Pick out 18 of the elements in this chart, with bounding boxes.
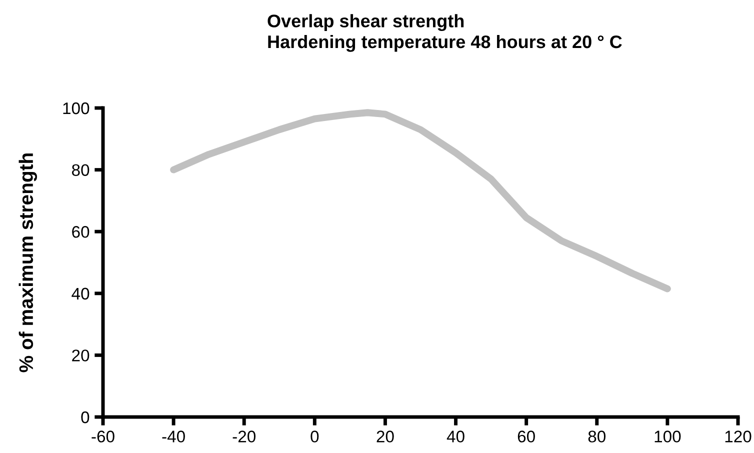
x-tick-label: 100 bbox=[654, 430, 681, 442]
y-tick-label: 60 bbox=[72, 226, 90, 238]
chart-title: Overlap shear strength Hardening temperature 48 hours at 20 ° C bbox=[268, 14, 622, 52]
x-tick-label: -20 bbox=[232, 430, 256, 442]
x-tick-label: 80 bbox=[588, 430, 606, 442]
y-tick-label: 80 bbox=[72, 164, 90, 176]
y-tick-label: 20 bbox=[72, 350, 90, 362]
x-tick-label: -60 bbox=[92, 430, 114, 442]
x-tick-label: -40 bbox=[162, 430, 185, 442]
y-axis-title: % of maximum strength bbox=[18, 154, 37, 372]
y-tick-label: 40 bbox=[72, 288, 90, 300]
y-tick-label: 100 bbox=[63, 102, 90, 114]
y-tick-label: 0 bbox=[81, 411, 90, 424]
x-tick-label: 60 bbox=[518, 430, 535, 442]
x-tick-label: 40 bbox=[446, 430, 464, 442]
x-tick-label: 0 bbox=[310, 430, 319, 442]
x-tick-label: 20 bbox=[376, 430, 394, 442]
x-tick-label: 120 bbox=[725, 430, 752, 442]
